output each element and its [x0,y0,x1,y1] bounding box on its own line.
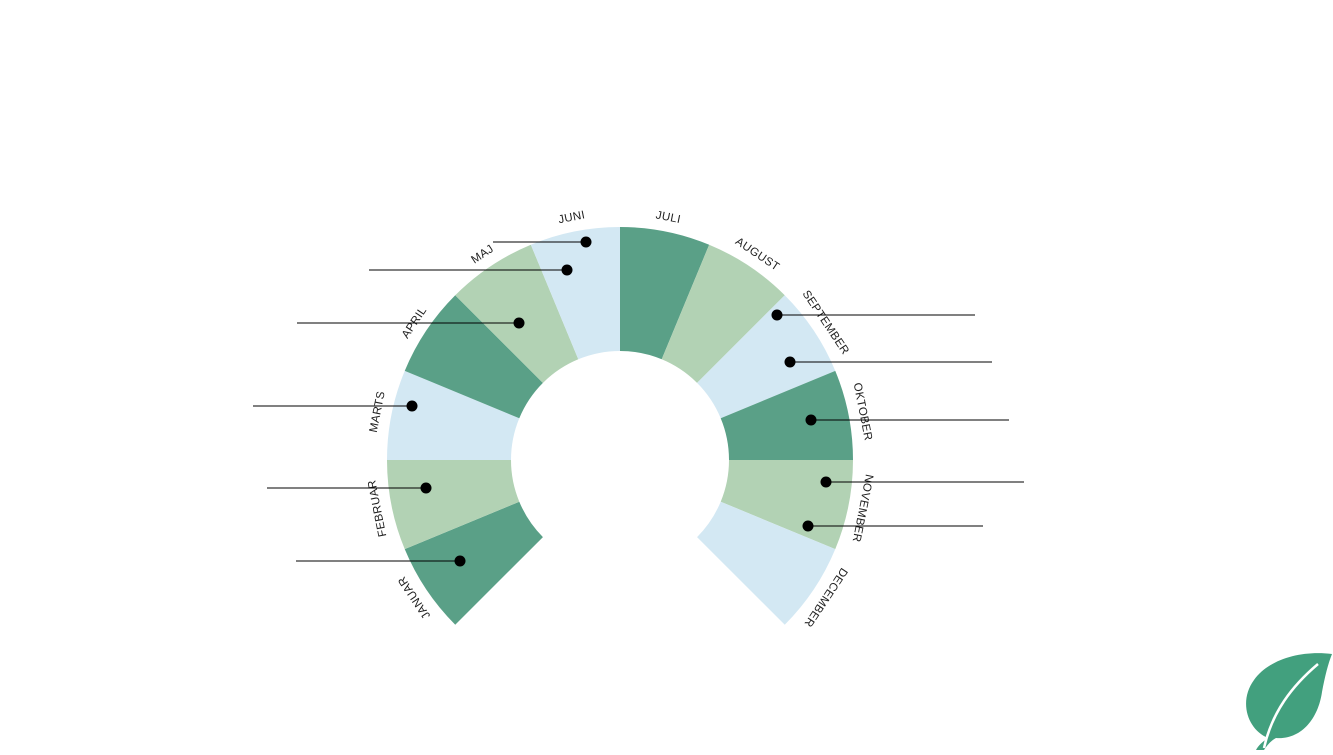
month-label-november: NOVEMBER [850,473,875,543]
callout-8 [784,356,992,368]
callout-dot [420,482,432,494]
callout-dot [771,309,783,321]
callout-dot [454,555,466,567]
callout-7 [771,309,975,321]
callout-4 [253,400,418,412]
callout-dot [820,476,832,488]
callout-6 [296,555,466,567]
callout-dot [802,520,814,532]
segment-december [697,501,836,625]
callouts [253,236,1024,567]
leaf-vein [1262,663,1319,749]
segment-august [661,244,785,383]
segment-maj [455,244,579,383]
segment-april [404,295,543,419]
callout-dot [561,264,573,276]
callout-11 [802,520,983,532]
segment-februar [387,460,520,550]
segment-marts [387,370,520,460]
leaf-icon [1246,653,1332,750]
callout-dot [784,356,796,368]
month-segments [387,227,853,625]
callout-5 [267,482,432,494]
leaf-shape [1246,653,1332,750]
callout-dot [580,236,592,248]
callout-3 [297,317,525,329]
segment-juli [620,227,710,360]
callout-1 [493,236,592,248]
month-label-maj: MAJ [469,243,496,266]
callout-9 [805,414,1009,426]
month-label-marts: MARTS [368,390,388,434]
segment-januar [404,501,543,625]
callout-10 [820,476,1024,488]
month-label-oktober: OKTOBER [851,382,874,442]
callout-dot [805,414,817,426]
callout-dot [513,317,525,329]
month-label-juni: JUNI [557,209,586,226]
segment-september [697,295,836,419]
segment-juni [530,227,620,360]
callout-2 [369,264,573,276]
month-label-juli: JULI [655,209,682,226]
segment-november [720,460,853,550]
segment-oktober [720,370,853,460]
callout-dot [406,400,418,412]
